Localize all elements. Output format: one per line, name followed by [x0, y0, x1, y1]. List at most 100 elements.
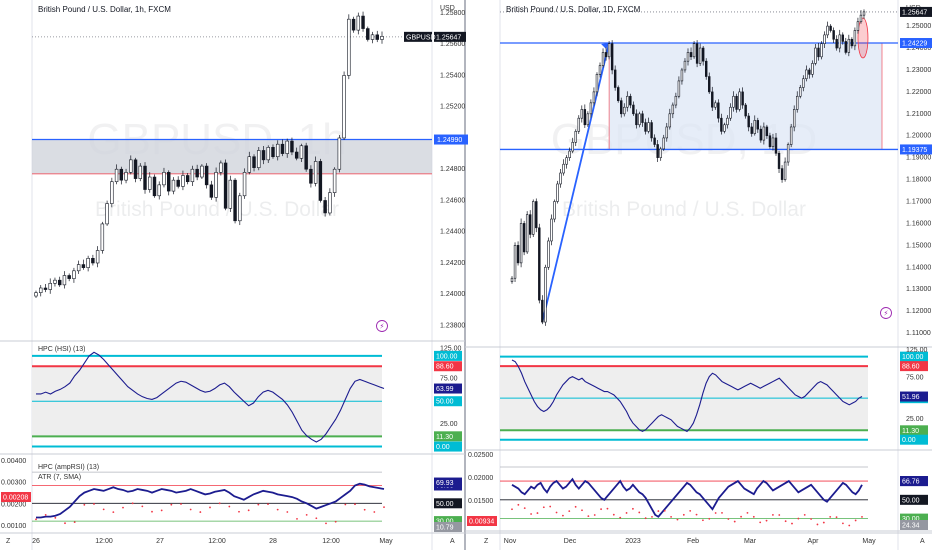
candle-body	[209, 184, 214, 198]
panel-right: GBPUSD, 1DBritish Pound / U.S. DollarUSD…	[465, 0, 932, 550]
candle-body	[366, 28, 370, 40]
symbol-tag-label: GBPUSD	[406, 34, 436, 41]
candle-body	[176, 179, 180, 187]
candle-body	[701, 47, 705, 62]
candle-body	[162, 172, 166, 186]
z-label: Z	[484, 538, 489, 545]
candle-body	[638, 113, 641, 126]
atr-dot	[632, 507, 634, 510]
candle-body	[313, 161, 318, 184]
rsi-level-tag	[900, 494, 928, 505]
candle-body	[802, 78, 805, 88]
y-tick-label: 1.24600	[440, 197, 465, 204]
extra-value: 10.79	[436, 525, 454, 532]
x-tick-label: 12:00	[322, 538, 340, 545]
candle-body	[756, 120, 760, 130]
candle-body	[110, 181, 114, 204]
candle-body	[623, 106, 626, 115]
y-tick-label: 1.24400	[440, 229, 465, 236]
candle-body	[550, 218, 553, 242]
candle-body	[835, 38, 838, 49]
x-tick-label: Dec	[564, 538, 577, 545]
candle-body	[200, 165, 204, 178]
atr-dot	[35, 518, 37, 521]
candle-body	[792, 109, 796, 128]
last-price-value: 1.25647	[902, 9, 927, 16]
candle-body	[53, 279, 57, 284]
amprsi-current-tag	[900, 476, 928, 487]
candle-body	[820, 43, 823, 58]
atr-dot	[803, 513, 806, 516]
hsi-current-value: 63.99	[436, 386, 454, 393]
hsi-level-tag	[434, 350, 462, 361]
candle-body	[589, 102, 593, 115]
candle-body	[750, 126, 753, 134]
candle-body	[100, 223, 105, 251]
extra-value: 24.34	[902, 523, 920, 530]
candle-body	[683, 60, 687, 71]
atr-dot	[835, 516, 838, 519]
candle-body	[689, 52, 693, 58]
atr-current-tag	[1, 492, 31, 502]
x-tick-label: May	[379, 538, 393, 545]
y-tick-label: 1.25600	[440, 41, 465, 48]
hsi-current-value: 51.96	[902, 394, 920, 401]
candle-body	[214, 172, 218, 198]
candle-body	[124, 172, 128, 181]
candle-body	[823, 34, 826, 44]
watermark-name: British Pound / U.S. Dollar	[95, 198, 339, 221]
rsi-level-label: 30.00	[902, 516, 920, 523]
candle-body	[565, 157, 568, 165]
candle-body	[62, 275, 67, 286]
y-tick-label: 1.24800	[440, 166, 465, 173]
candle-body	[647, 122, 650, 132]
y-tick-label: 1.25400	[440, 72, 465, 79]
x-tick-label: Nov	[504, 538, 517, 545]
candle-body	[650, 122, 653, 139]
candle-body	[513, 245, 517, 279]
candle-body	[580, 109, 584, 119]
y-tick-label: 1.20000	[906, 133, 931, 140]
atr-dot	[122, 506, 124, 509]
atr-dot	[702, 519, 704, 522]
y-tick-label: 1.24000	[906, 45, 931, 52]
atr-tick: 0.02000	[468, 475, 493, 482]
atr-tick: 0.01500	[468, 498, 493, 505]
candle-body	[805, 69, 808, 80]
candle-body	[841, 34, 844, 42]
atr-dot	[530, 513, 532, 515]
atr-dot	[170, 503, 173, 506]
candle-body	[86, 257, 90, 268]
candle-body	[711, 91, 714, 108]
candle-body	[95, 250, 100, 264]
atr-tick: 0.02500	[468, 452, 493, 459]
hsi-level-tag	[900, 361, 928, 372]
candles	[510, 9, 866, 326]
atr-dot	[542, 506, 545, 509]
atr-dot	[568, 510, 571, 512]
atr-dot	[93, 503, 95, 505]
candle-body	[720, 117, 723, 132]
hsi-level-tag	[434, 361, 462, 372]
candle-body	[181, 175, 185, 187]
candle-body	[662, 137, 665, 150]
atr-tick: 0.00100	[1, 523, 26, 530]
candle-body	[238, 195, 242, 222]
atr-dot	[822, 521, 825, 524]
candle-body	[814, 47, 817, 64]
currency-label: USD	[440, 5, 455, 12]
candle-body	[342, 75, 346, 139]
chart-title: British Pound / U.S. Dollar, 1D, FXCM	[506, 5, 641, 14]
candle-body	[786, 144, 790, 163]
hsi-line	[36, 351, 385, 443]
atr-dot	[587, 515, 590, 517]
atr-dot	[189, 508, 192, 511]
candle-body	[604, 52, 608, 58]
a-label: A	[450, 538, 455, 545]
candle-body	[692, 43, 696, 58]
candle-body	[714, 102, 717, 108]
atr-dot	[562, 514, 564, 517]
range-box	[608, 42, 883, 150]
candle-body	[653, 137, 656, 145]
